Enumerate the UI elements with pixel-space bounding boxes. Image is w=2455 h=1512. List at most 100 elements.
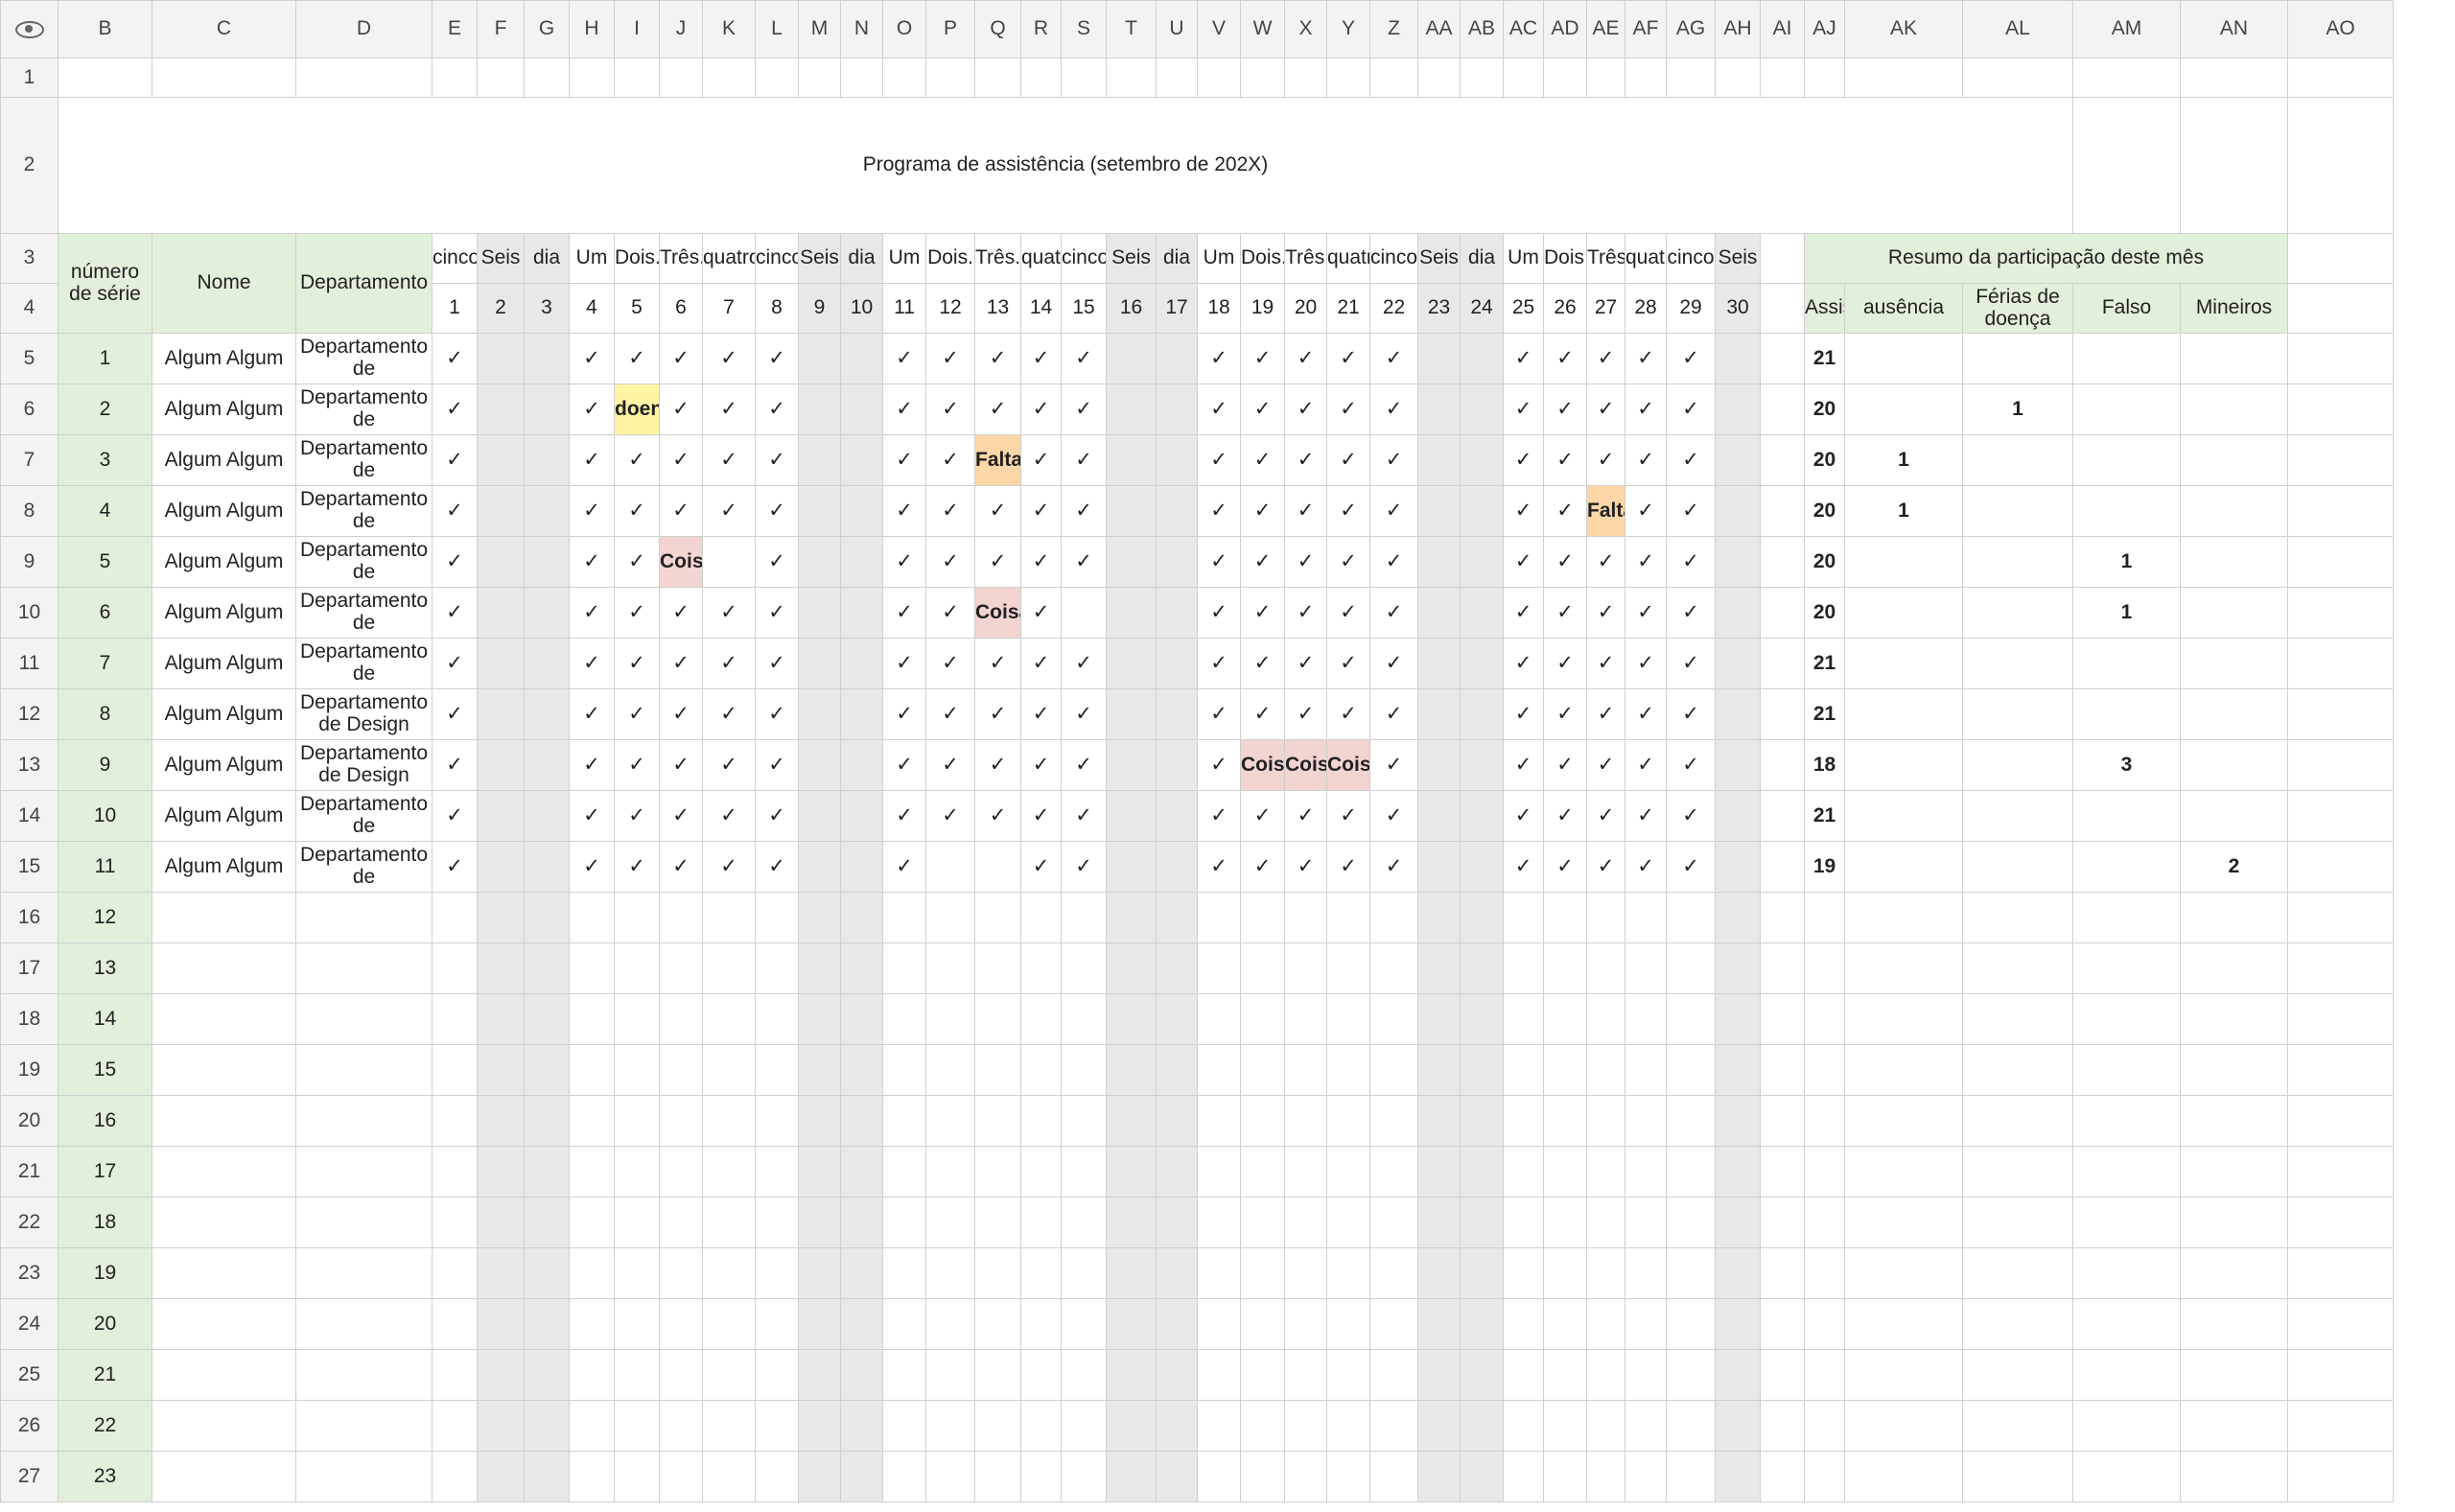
attendance-cell[interactable] [702, 993, 756, 1045]
summary-value[interactable] [1844, 1044, 1963, 1096]
attendance-cell[interactable] [1156, 993, 1198, 1045]
name-cell[interactable]: Algum Algum [152, 638, 296, 689]
attendance-cell[interactable] [840, 841, 883, 893]
attendance-cell[interactable] [702, 1044, 756, 1096]
attendance-mark[interactable]: ✓ [569, 384, 615, 435]
attendance-cell[interactable] [1156, 1247, 1198, 1299]
attendance-cell[interactable] [1625, 1095, 1667, 1147]
summary-value[interactable] [1844, 1451, 1963, 1502]
attendance-cell[interactable] [925, 993, 975, 1045]
attendance-mark[interactable]: ✓ [1666, 841, 1716, 893]
day-number[interactable]: 3 [524, 283, 570, 334]
attendance-cell[interactable] [840, 1197, 883, 1248]
cell[interactable] [152, 58, 296, 98]
name-cell[interactable]: Algum Algum [152, 384, 296, 435]
attendance-cell[interactable] [1197, 1349, 1241, 1401]
attendance-cell[interactable] [524, 485, 570, 537]
serial-cell[interactable]: 21 [58, 1349, 152, 1401]
attendance-cell[interactable] [1020, 1146, 1062, 1198]
column-header[interactable]: AH [1715, 0, 1761, 58]
attendance-mark[interactable]: ✓ [1369, 739, 1418, 791]
summary-value[interactable]: 1 [2072, 536, 2181, 588]
attendance-cell[interactable] [1156, 384, 1198, 435]
attendance-cell[interactable] [1666, 1197, 1716, 1248]
attendance-cell[interactable] [659, 1044, 703, 1096]
attendance-cell[interactable] [1543, 1247, 1587, 1299]
summary-value[interactable] [2072, 1451, 2181, 1502]
cell[interactable] [840, 58, 883, 98]
attendance-cell[interactable] [614, 1044, 660, 1096]
department-cell[interactable]: Departamento de Design [295, 739, 433, 791]
attendance-mark[interactable]: ✓ [1666, 485, 1716, 537]
attendance-cell[interactable] [477, 638, 525, 689]
summary-value[interactable] [1962, 688, 2073, 740]
attendance-cell[interactable] [1715, 942, 1761, 994]
attendance-cell[interactable] [1369, 892, 1418, 943]
summary-value[interactable] [1804, 942, 1845, 994]
attendance-mark[interactable]: ✓ [1284, 688, 1327, 740]
attendance-cell[interactable] [524, 536, 570, 588]
cell[interactable] [755, 58, 799, 98]
cell[interactable] [659, 58, 703, 98]
attendance-cell[interactable] [659, 1298, 703, 1350]
attendance-cell[interactable] [1715, 688, 1761, 740]
attendance-cell[interactable] [1586, 1095, 1625, 1147]
attendance-cell[interactable] [1460, 1044, 1504, 1096]
day-number[interactable]: 15 [1061, 283, 1107, 334]
column-header[interactable]: K [702, 0, 756, 58]
weekday-label[interactable]: Três. [659, 233, 703, 284]
attendance-cell[interactable] [882, 1247, 926, 1299]
attendance-mark[interactable]: ✓ [1061, 434, 1107, 486]
cell[interactable] [1369, 58, 1418, 98]
summary-value[interactable] [1844, 536, 1963, 588]
attendance-cell[interactable] [614, 892, 660, 943]
attendance-mark[interactable]: ✓ [1625, 536, 1667, 588]
column-header[interactable]: Z [1369, 0, 1418, 58]
attendance-cell[interactable] [1503, 1349, 1544, 1401]
attendance-cell[interactable] [1666, 1451, 1716, 1502]
column-header[interactable]: AE [1586, 0, 1625, 58]
day-number[interactable]: 17 [1156, 283, 1198, 334]
summary-value[interactable] [2072, 638, 2181, 689]
name-cell[interactable]: Algum Algum [152, 587, 296, 639]
attendance-mark[interactable]: ✓ [659, 841, 703, 893]
attendance-mark[interactable]: ✓ [1666, 587, 1716, 639]
weekday-label[interactable]: cinco [1369, 233, 1418, 284]
attendance-cell[interactable] [614, 1349, 660, 1401]
weekday-label[interactable]: Dois. [1543, 233, 1587, 284]
weekday-label[interactable]: Um [882, 233, 926, 284]
attendance-cell[interactable] [432, 1451, 478, 1502]
weekday-label[interactable]: Dois. [925, 233, 975, 284]
summary-title[interactable]: Resumo da participação deste mês [1804, 233, 2288, 284]
attendance-cell[interactable] [702, 942, 756, 994]
serial-cell[interactable]: 15 [58, 1044, 152, 1096]
cell[interactable] [2287, 536, 2394, 588]
attendance-cell[interactable] [1020, 1247, 1062, 1299]
attendance-mark[interactable]: ✓ [1020, 485, 1062, 537]
cell[interactable] [1760, 892, 1805, 943]
summary-value[interactable] [1844, 1400, 1963, 1452]
cell[interactable] [2287, 993, 2394, 1045]
attendance-cell[interactable] [1715, 841, 1761, 893]
attendance-cell[interactable] [1417, 739, 1461, 791]
attendance-cell[interactable] [798, 485, 841, 537]
cell[interactable] [58, 58, 152, 98]
summary-value[interactable]: 20 [1804, 384, 1845, 435]
summary-header[interactable]: Assistência [1804, 283, 1845, 334]
attendance-cell[interactable] [1106, 485, 1157, 537]
attendance-cell[interactable] [477, 384, 525, 435]
attendance-cell[interactable] [755, 1400, 799, 1452]
department-cell[interactable] [295, 892, 433, 943]
serial-cell[interactable]: 10 [58, 790, 152, 842]
summary-value[interactable]: 1 [1844, 434, 1963, 486]
serial-cell[interactable]: 14 [58, 993, 152, 1045]
column-header[interactable]: P [925, 0, 975, 58]
cell[interactable] [2072, 97, 2181, 234]
attendance-mark[interactable]: ✓ [1543, 841, 1587, 893]
attendance-mark[interactable]: ✓ [1369, 688, 1418, 740]
row-header[interactable]: 11 [0, 638, 58, 689]
attendance-cell[interactable] [1106, 1197, 1157, 1248]
summary-value[interactable]: 21 [1804, 790, 1845, 842]
name-cell[interactable] [152, 1095, 296, 1147]
attendance-cell[interactable] [524, 942, 570, 994]
